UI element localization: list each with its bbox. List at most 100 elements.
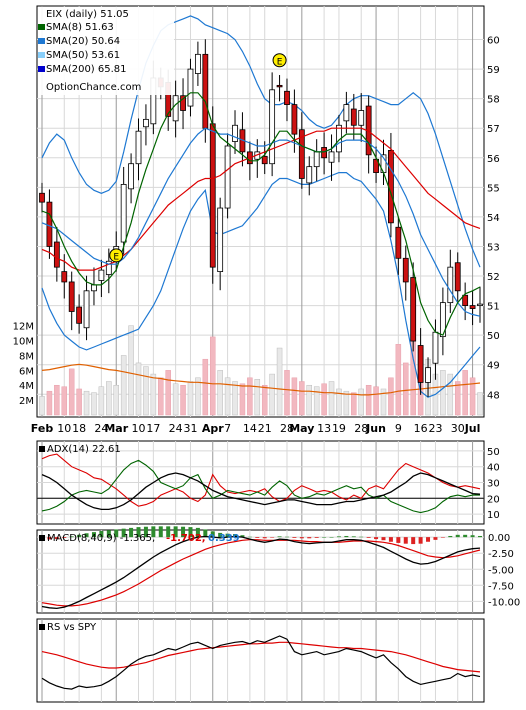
volume-bar [299,381,305,416]
volume-bar [113,384,119,416]
earnings-marker [109,248,124,263]
macd-signal-label: 0.339 [208,533,240,544]
macd-histogram-bar [69,536,74,538]
candle-body [284,90,290,105]
volume-bar [106,381,112,416]
x-axis-label: 28 [280,422,294,435]
x-axis-label: 24 [169,422,183,435]
volume-bar [313,386,320,416]
volume-tick-label: 6M [19,366,34,377]
volume-tick-label: 8M [19,351,34,362]
adx-tick-label: 20 [487,494,500,505]
macd-tick-label: -7.50 [488,581,514,592]
macd-histogram-bar [143,526,148,538]
volume-bar [388,377,394,416]
candle-body [328,151,335,163]
volume-bar [172,383,179,416]
volume-bar [380,388,387,416]
x-axis-label: Feb [31,422,54,435]
candle-body [410,277,417,342]
macd-histogram-bar [359,536,364,538]
macd-histogram-bar [255,537,260,538]
candle-body [432,331,439,364]
macd-histogram-bar [374,537,379,540]
macd-histogram-bar [151,526,156,538]
macd-histogram-bar [114,529,119,538]
candle-body [120,183,127,243]
bollinger-lower-line [41,172,481,398]
x-axis-label: 16 [414,422,428,435]
price-tick-label: 59 [487,65,500,76]
volume-bar [351,392,357,416]
macd-label: MACD(8,40,9) -1.365, [47,533,155,544]
volume-bar [150,373,157,416]
price-tick-label: 52 [487,272,500,283]
candle-body [76,306,83,324]
macd-histogram-bar [240,535,245,538]
x-axis-label: 23 [428,422,442,435]
macd-histogram-bar [210,531,215,538]
x-axis-label: 7 [224,422,231,435]
candle-body [187,68,194,107]
legend-swatch [38,66,45,72]
volume-bar [120,355,127,416]
macd-histogram-bar [91,532,96,538]
x-axis-label: 21 [258,422,272,435]
rs-label: RS vs SPY [47,622,97,633]
macd-signal-line [41,539,481,607]
macd-histogram-bar [166,526,171,538]
volume-bar [336,388,342,416]
macd-histogram-bar [322,537,327,538]
volume-bar [403,362,409,416]
x-axis-label: 17 [146,422,160,435]
adx-tick-label: 30 [487,479,500,490]
macd-tick-label: -5.00 [488,565,514,576]
macd-tick-label: -2.50 [488,549,514,560]
macd-histogram-bar [233,534,238,538]
earnings-marker [272,53,287,68]
macd-histogram-bar [351,536,356,538]
macd-histogram-bar [426,537,431,542]
x-axis-label: 10 [57,422,71,435]
price-tick-label: 54 [487,213,500,224]
volume-bar [454,381,461,416]
macd-histogram-bar [463,534,468,538]
candle-body [469,305,476,309]
macd-histogram-bar [62,537,67,538]
price-tick-label: 48 [487,390,500,401]
volume-bar [187,381,194,416]
adx-tick-label: 40 [487,463,500,474]
bollinger-upper-line [41,15,481,268]
volume-bar [365,384,372,416]
candle-body [358,110,365,126]
price-tick-label: 58 [487,95,500,106]
macd-histogram-bar [136,527,141,538]
candle-body [395,226,402,259]
volume-bar [202,358,209,416]
x-axis-label: 13 [317,422,331,435]
price-tick-label: 57 [487,124,500,135]
x-axis-label: Jun [365,422,386,435]
volume-bar [180,384,186,416]
macd-line [41,535,481,610]
macd-histogram-bar [218,532,223,538]
volume-bar [46,390,53,416]
macd-histogram-bar [411,537,416,545]
candle-body [269,89,276,165]
candle-body [276,84,283,88]
x-axis-label: 9 [395,422,402,435]
candle-body [105,260,112,275]
volume-average-line [41,363,481,396]
macd-histogram-bar [396,537,401,543]
earnings-marker-label: E [277,57,283,67]
volume-bar [254,379,261,416]
macd-histogram-bar [299,537,304,539]
adx-tick-label: 50 [487,447,500,458]
adx-minus-di-line [41,453,481,507]
price-tick-label: 49 [487,361,500,372]
volume-bar [209,336,216,416]
volume-bar [462,370,468,416]
candle-body [350,108,357,126]
volume-bar [440,370,446,416]
